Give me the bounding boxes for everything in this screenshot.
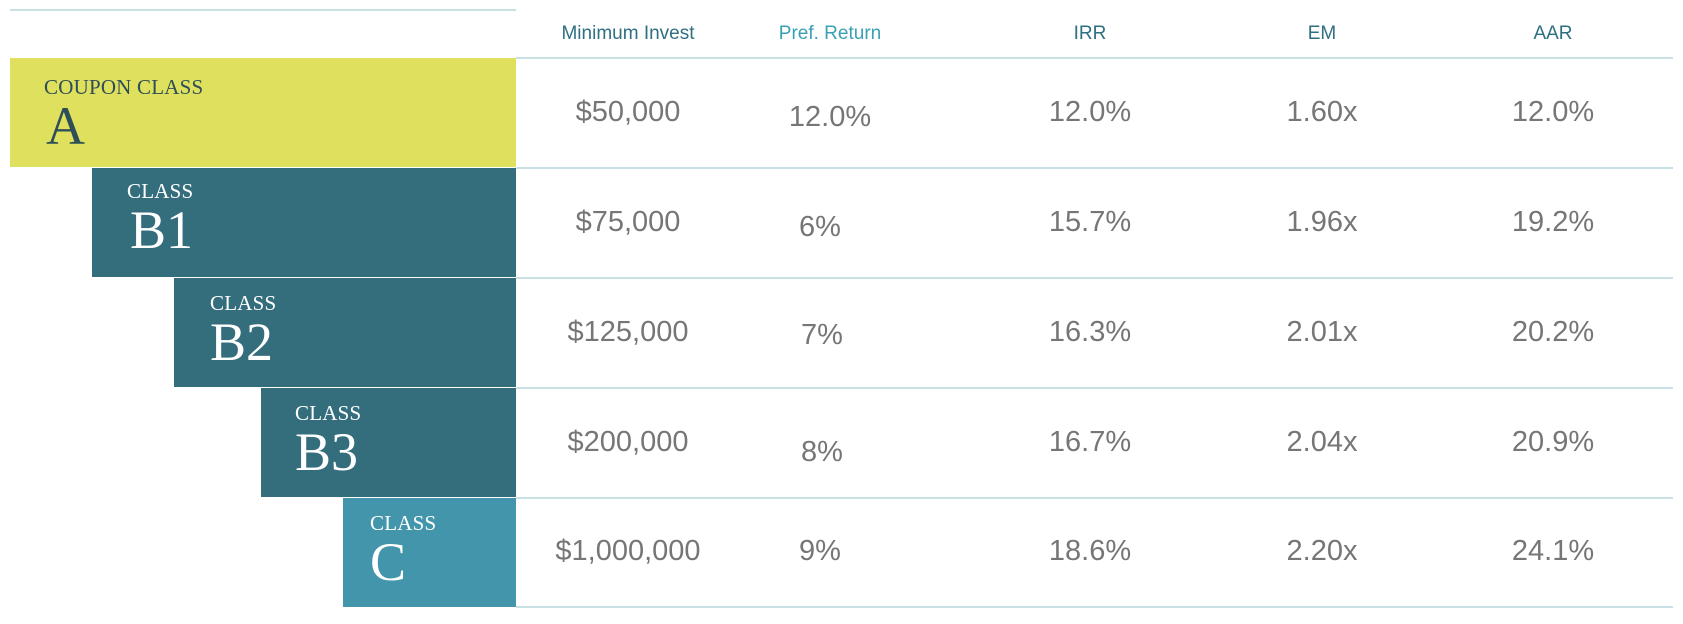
header-pref-return: Pref. Return [778, 23, 882, 44]
header-irr: IRR [1073, 23, 1107, 44]
class-b3-block: CLASS B3 [261, 388, 516, 497]
row-b2-em: 2.01x [1286, 316, 1358, 348]
row-a-min-invest: $50,000 [575, 96, 681, 128]
header-minimum-invest: Minimum Invest [561, 23, 695, 44]
class-b3-word: CLASS [295, 401, 362, 425]
row-b2-aar: 20.2% [1511, 316, 1595, 348]
row-b2-min-invest: $125,000 [567, 316, 689, 348]
row-a-irr: 12.0% [1048, 96, 1132, 128]
row-c-pref-return: 9% [799, 535, 841, 567]
row-rule [516, 497, 1673, 499]
class-b2-block: CLASS B2 [174, 278, 516, 387]
row-rule [516, 167, 1673, 169]
row-c-em: 2.20x [1286, 535, 1358, 567]
row-b2-irr: 16.3% [1048, 316, 1132, 348]
header-aar: AAR [1533, 23, 1573, 44]
top-rule [10, 9, 516, 11]
row-b1-irr: 15.7% [1048, 206, 1132, 238]
row-b3-min-invest: $200,000 [567, 426, 689, 458]
row-b3-em: 2.04x [1286, 426, 1358, 458]
row-b3-pref-return: 8% [801, 436, 843, 468]
row-c-aar: 24.1% [1511, 535, 1595, 567]
row-a-pref-return: 12.0% [788, 101, 872, 133]
class-c-word: CLASS [370, 511, 437, 535]
row-a-em: 1.60x [1286, 96, 1358, 128]
class-a-word: COUPON CLASS [44, 75, 204, 99]
row-rule [516, 57, 1673, 59]
class-a-letter: A [46, 96, 85, 156]
class-a-block: COUPON CLASS A [10, 58, 516, 167]
row-rule [516, 387, 1673, 389]
row-a-aar: 12.0% [1511, 96, 1595, 128]
header-em: EM [1307, 23, 1337, 44]
class-b2-word: CLASS [210, 291, 277, 315]
row-b1-aar: 19.2% [1511, 206, 1595, 238]
row-rule [516, 277, 1673, 279]
row-b3-irr: 16.7% [1048, 426, 1132, 458]
class-b3-letter: B3 [295, 422, 359, 482]
class-b2-letter: B2 [210, 312, 274, 372]
row-c-min-invest: $1,000,000 [555, 535, 701, 567]
row-b2-pref-return: 7% [801, 319, 843, 351]
class-b1-word: CLASS [127, 179, 194, 203]
row-b1-pref-return: 6% [799, 211, 841, 243]
row-b3-aar: 20.9% [1511, 426, 1595, 458]
row-rule [516, 606, 1673, 608]
class-b1-block: CLASS B1 [92, 168, 516, 277]
class-b1-letter: B1 [130, 200, 194, 260]
row-b1-em: 1.96x [1286, 206, 1358, 238]
row-c-irr: 18.6% [1048, 535, 1132, 567]
row-b1-min-invest: $75,000 [575, 206, 681, 238]
class-c-letter: C [370, 532, 407, 592]
class-c-block: CLASS C [343, 498, 516, 607]
